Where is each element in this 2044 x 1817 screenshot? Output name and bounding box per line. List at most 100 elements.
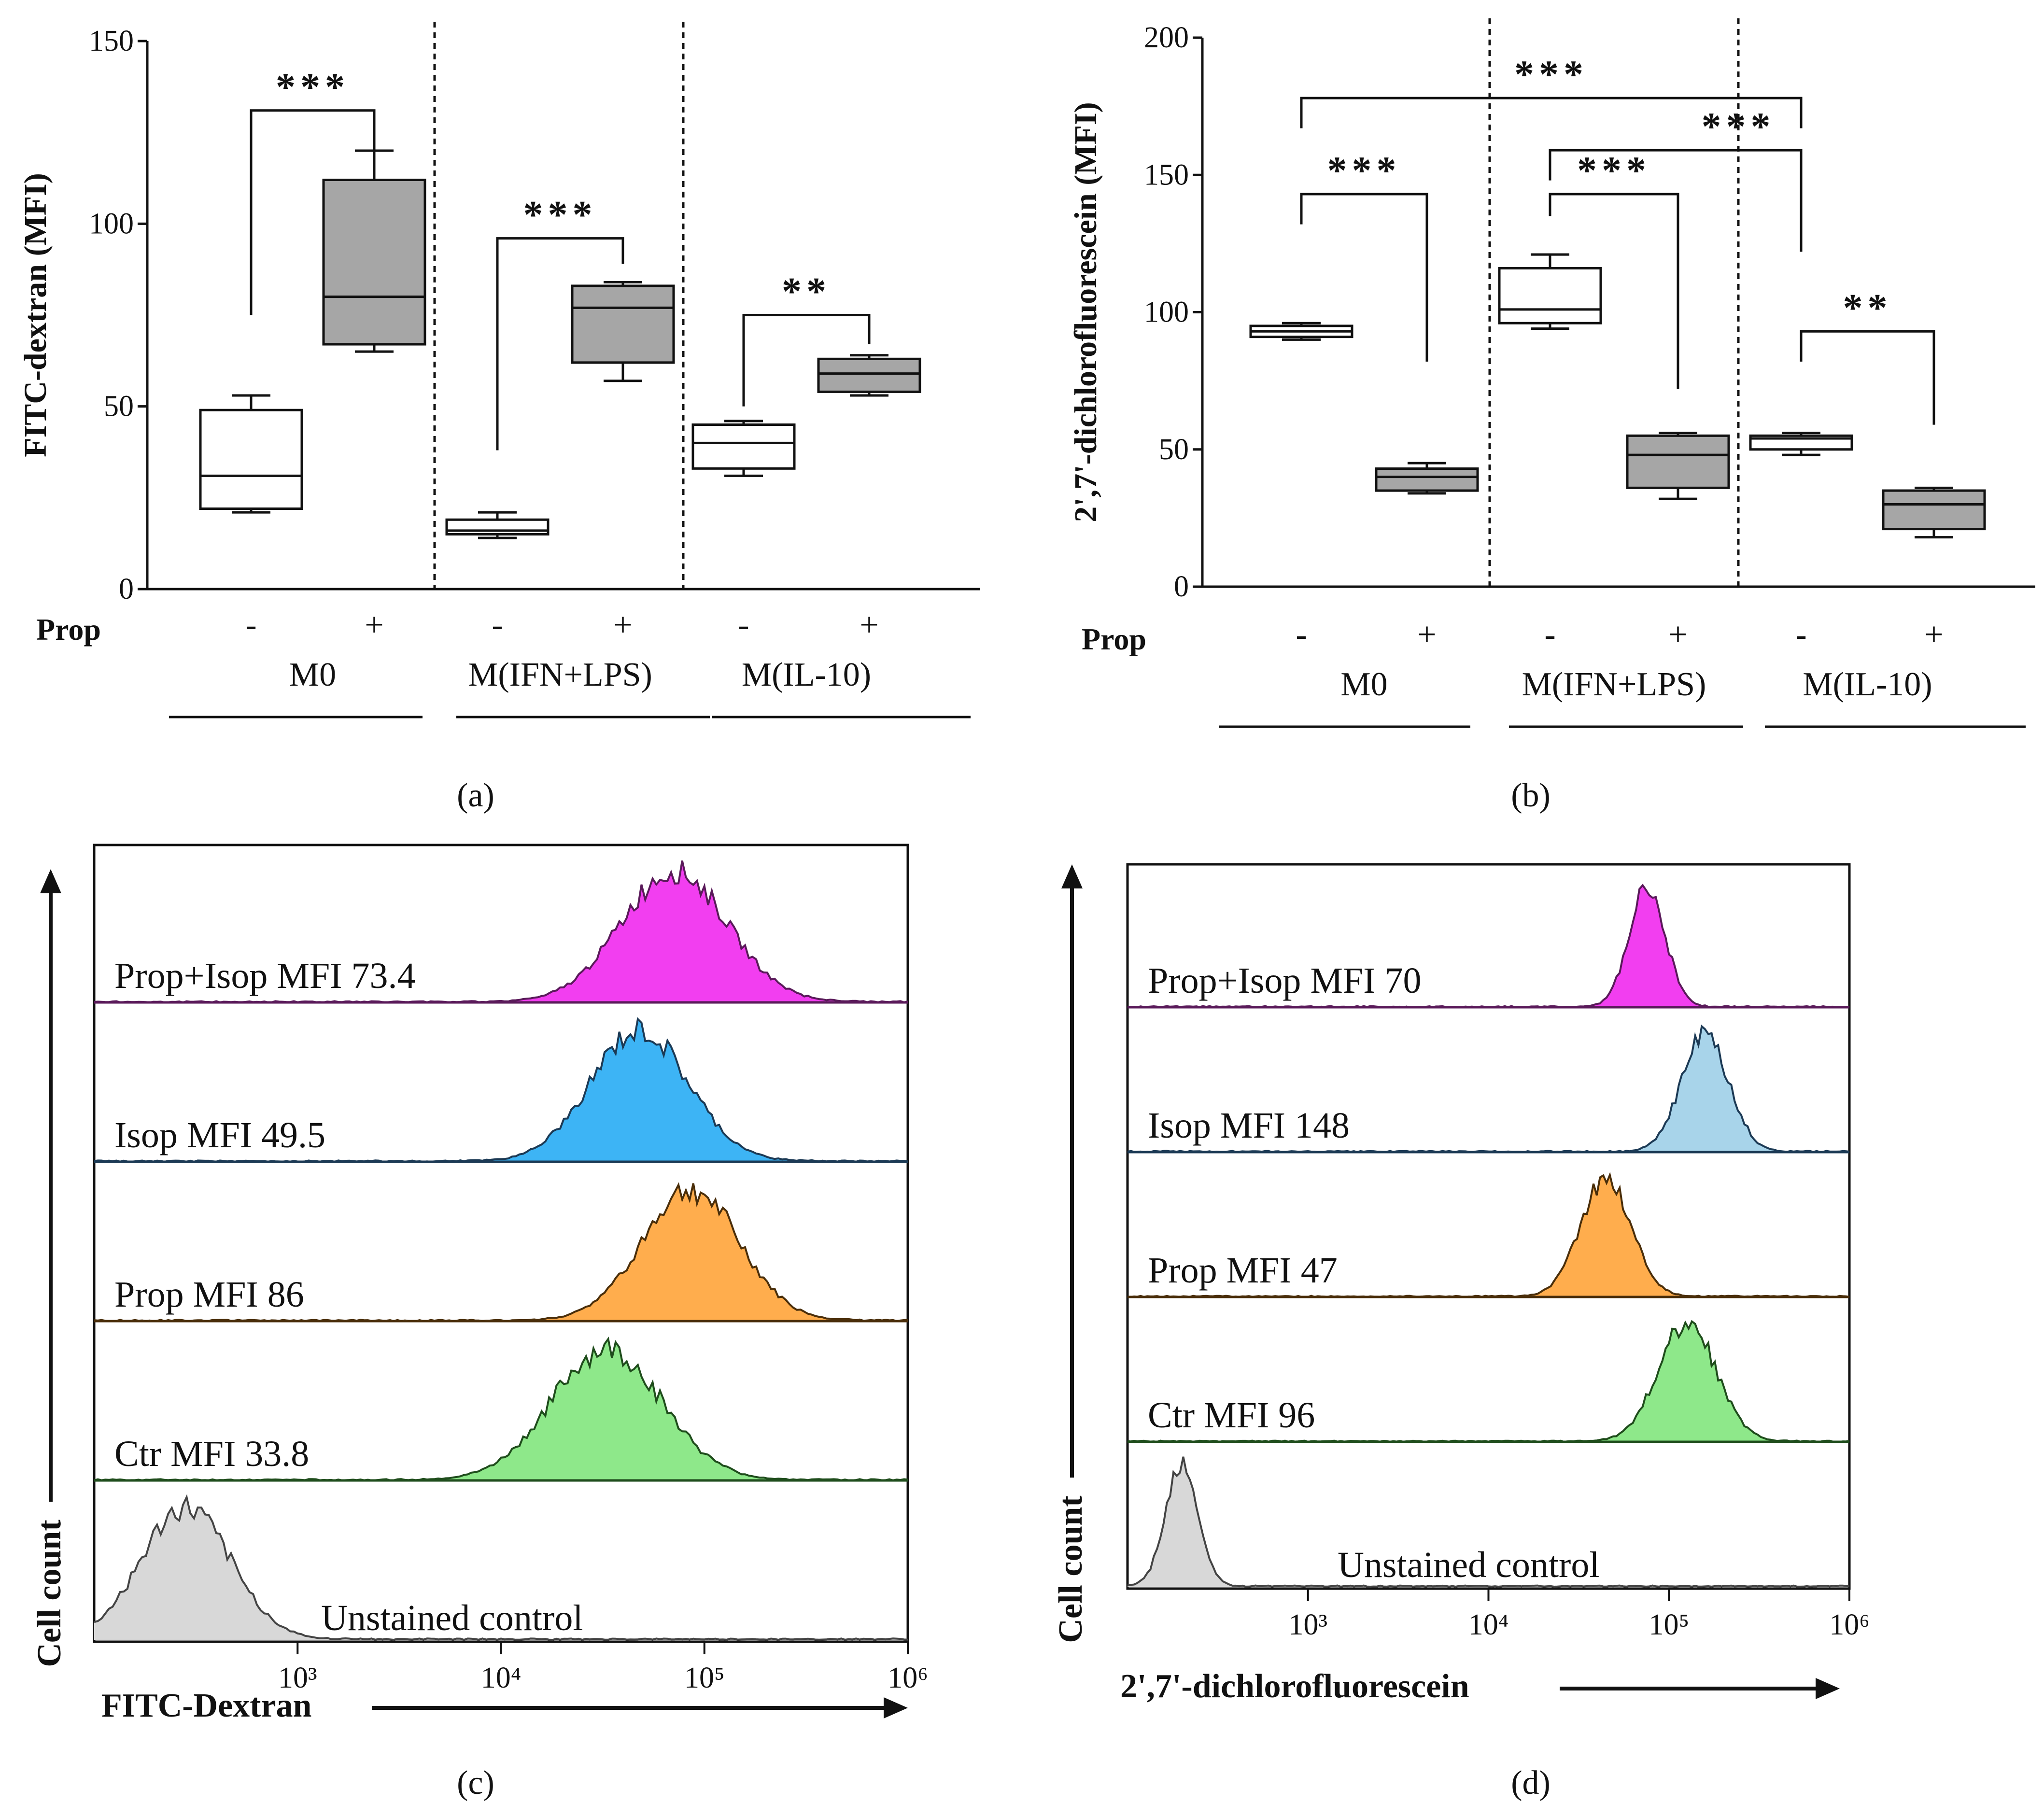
box-M(IFN+LPS)-ctrl [445,518,550,535]
prop-sign: - [738,606,749,644]
prop-sign: - [1544,616,1555,653]
significance-bracket [1549,193,1679,389]
histogram-frame [1126,863,1851,1590]
y-axis-label: 2',7'-dichlorofluorescein (MFI) [1068,102,1103,522]
x-tick-label: 10⁴ [1468,1608,1509,1641]
prop-sign: + [365,606,383,644]
significance-label: *** [523,193,597,237]
y-tick-label: 150 [89,25,134,57]
track-label: Prop MFI 86 [114,1274,304,1315]
x-axis-label: 2',7'-dichlorofluorescein [1120,1668,1469,1705]
y-tick-label: 200 [1144,21,1189,54]
significance-bracket [742,314,871,407]
track-label: Ctr MFI 96 [1148,1395,1315,1436]
prop-sign: - [1795,616,1806,653]
y-axis-label: Cell count [1052,1495,1089,1643]
panel-c-histogram: Prop+Isop MFI 73.4 Isop MFI 49.5 Prop MFI … [31,844,928,1802]
box-M(IL-10)-ctrl [691,423,796,470]
significance-label: *** [1514,52,1588,96]
box-M(IFN+LPS)-prop [571,284,675,364]
panel-label: (b) [1511,777,1551,814]
panel-b-boxplot: 0 50 100 150 200 2',7'-dichlorofluorescein (M… [1068,18,2035,814]
group-label: M(IFN+LPS) [468,656,652,693]
group-label: M(IL-10) [1803,666,1932,703]
significance-bracket [1800,330,1935,425]
panel-d-histogram: Prop+Isop MFI 70 Isop MFI 148 Prop MFI 47 C… [1052,863,1870,1802]
y-tick-label: 0 [119,573,134,606]
histogram-fill-2 [94,1183,908,1321]
x-axis-label: FITC-Dextran [101,1687,311,1724]
box-M(IL-10)-prop [1882,489,1986,531]
histogram-fill-4 [1128,1456,1849,1587]
significance-label: *** [1702,104,1776,148]
histogram-fill-1 [94,1019,908,1162]
prop-sign: + [613,606,632,644]
y-tick-label: 100 [1144,296,1189,329]
prop-row-label: Prop [36,612,101,647]
y-tick-label: 50 [1159,433,1189,466]
y-axis-label: FITC-dextran (MFI) [18,173,53,457]
track-label: Isop MFI 49.5 [114,1115,325,1155]
box-M(IL-10)-prop [817,357,921,393]
prop-sign: - [245,606,256,644]
prop-sign: + [1417,616,1436,653]
significance-label: *** [1577,148,1651,192]
track-label: Unstained control [1338,1545,1599,1585]
y-tick-label: 100 [89,207,134,240]
histogram-outline-4 [1127,1456,1850,1588]
track-label: Unstained control [321,1598,583,1638]
significance-label: *** [276,65,350,109]
panel-label: (c) [457,1764,494,1802]
box-M(IFN+LPS)-ctrl [1498,267,1602,324]
significance-bracket [1300,193,1428,362]
y-tick-label: 50 [104,390,134,423]
x-axis-arrowhead [1816,1678,1840,1699]
significance-label: ** [782,269,831,313]
histogram-frame [93,844,909,1643]
histogram-fill-3 [1128,1321,1849,1442]
track-label: Isop MFI 148 [1148,1105,1350,1146]
y-tick-label: 150 [1144,158,1189,191]
significance-bracket [496,237,624,451]
histogram-fill-0 [94,860,908,1002]
histogram-fill-1 [1128,1026,1849,1152]
significance-bracket [1300,97,1803,128]
y-axis-arrowhead [1061,864,1083,888]
x-tick-label: 10⁶ [888,1662,928,1694]
track-label: Prop MFI 47 [1148,1250,1338,1291]
track-label: Ctr MFI 33.8 [114,1434,309,1474]
prop-sign: - [1296,616,1307,653]
panel-label: (a) [457,777,494,814]
significance-bracket [1549,149,1803,252]
prop-sign: + [1924,616,1943,653]
x-tick-label: 10⁵ [1649,1608,1689,1641]
x-tick-label: 10³ [1288,1608,1327,1641]
y-axis-label: Cell count [31,1520,68,1667]
box-M(IFN+LPS)-prop [1626,434,1730,489]
group-label: M(IL-10) [742,656,871,693]
histogram-fill-0 [1128,885,1849,1007]
prop-row-label: Prop [1082,622,1146,656]
x-tick-label: 10³ [278,1662,317,1694]
prop-sign: + [1668,616,1687,653]
histogram-outline-4 [94,1494,908,1641]
significance-bracket [250,109,376,315]
box-M0-prop [1375,467,1479,492]
prop-sign: - [492,606,503,644]
x-axis-arrowhead [884,1697,908,1718]
x-tick-label: 10⁵ [684,1662,725,1694]
significance-label: ** [1843,285,1892,329]
panel-label: (d) [1511,1764,1551,1802]
histogram-fill-4 [94,1497,908,1640]
x-tick-label: 10⁴ [481,1662,522,1694]
prop-sign: + [860,606,878,644]
track-label: Prop+Isop MFI 70 [1148,960,1421,1001]
y-axis-arrowhead [40,869,61,893]
group-label: M(IFN+LPS) [1522,666,1706,703]
group-label: M0 [289,656,336,693]
significance-label: *** [1327,148,1401,192]
y-tick-label: 0 [1174,570,1189,603]
track-label: Prop+Isop MFI 73.4 [114,956,415,996]
